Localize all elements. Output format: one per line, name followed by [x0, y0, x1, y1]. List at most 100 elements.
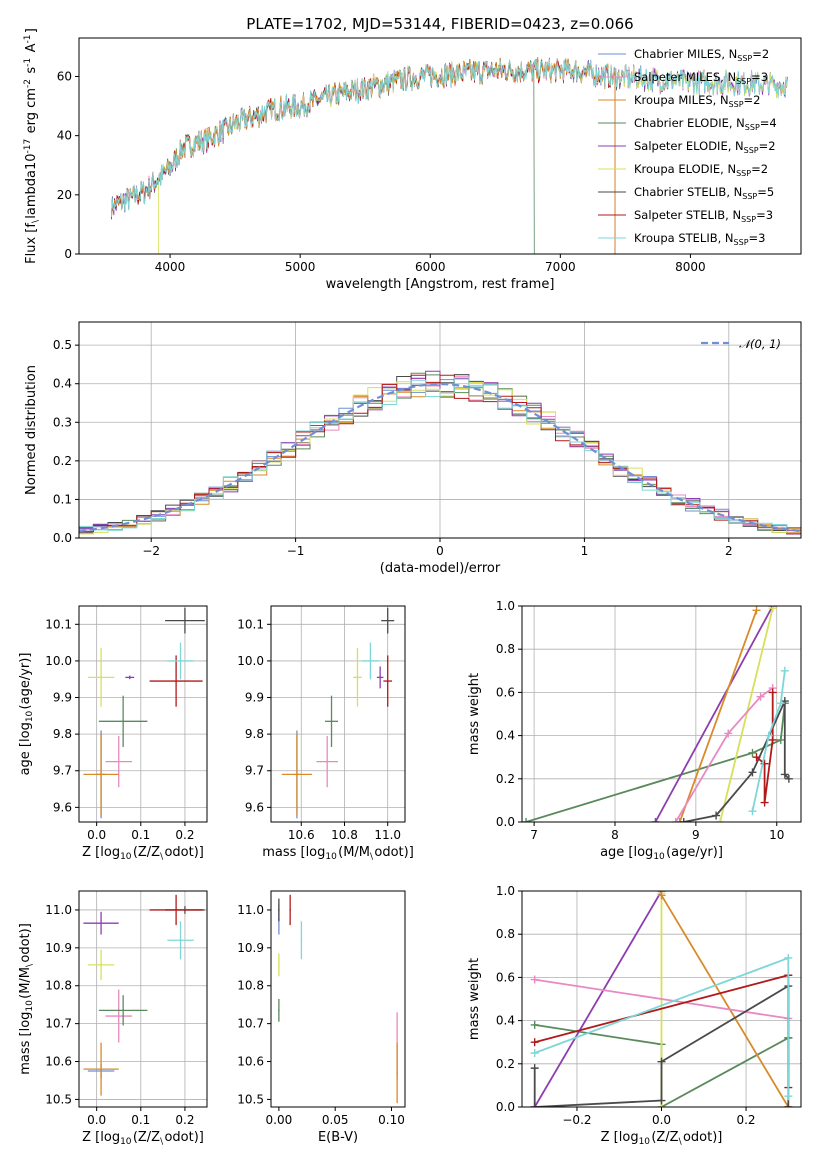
weight-marker	[530, 1049, 539, 1057]
y-tick-label: 0.6	[496, 685, 515, 699]
weight-marker	[752, 753, 761, 762]
weight-marker	[671, 818, 680, 822]
y-tick-label: 9.7	[245, 764, 264, 778]
weight-marker	[679, 818, 688, 822]
y-tick-label: 10.9	[45, 941, 72, 955]
y-tick-label: 0	[64, 247, 72, 261]
legend-entry: Kroupa MILES, NSSP=2	[634, 93, 760, 109]
y-tick-label: 9.7	[53, 764, 72, 778]
weight-marker	[530, 1020, 539, 1029]
x-tick-label: 0.2	[736, 1113, 755, 1127]
y-tick-label: 0.4	[496, 1014, 515, 1028]
y-tick-label: 10.6	[237, 1055, 264, 1069]
x-tick-label: 9	[692, 828, 700, 842]
x-axis-label: Z [log10 (Z/Z\ odot)]	[82, 1130, 204, 1147]
x-tick-label: 0.1	[131, 1113, 150, 1127]
data-point	[100, 922, 102, 925]
panel-weight_vs_age: 7 8 9 10 0.0 0.2 0.4 0.6 0.8 1.0 age [log10 (age/y…	[467, 599, 802, 862]
x-tick-label: 0.0	[87, 1113, 106, 1127]
y-tick-label: 9.6	[53, 800, 72, 814]
weight-marker	[768, 735, 777, 744]
weight-marker	[784, 1103, 793, 1107]
weight-marker	[651, 818, 660, 822]
y-tick-label: 9.8	[245, 727, 264, 741]
legend-entry-text: Salpeter STELIB, N	[634, 208, 741, 222]
y-tick-label: 11.0	[45, 903, 72, 917]
axes-frame	[270, 890, 406, 1108]
data-point	[386, 619, 389, 622]
weight-marker	[712, 811, 721, 820]
y-axis-label: Normed distribution	[24, 365, 39, 495]
weight-marker	[760, 798, 769, 807]
legend-entry: Salpeter STELIB, NSSP=3	[634, 208, 773, 224]
x-tick-label: 0.2	[175, 828, 194, 842]
data-point	[356, 676, 359, 679]
weight-marker	[768, 688, 777, 697]
data-point	[100, 773, 102, 776]
data-point	[184, 619, 186, 622]
histogram-8	[79, 377, 801, 536]
weight-marker	[657, 1096, 666, 1105]
x-tick-label: 0	[436, 544, 444, 558]
y-axis-label: mass weight	[467, 958, 482, 1040]
legend-entry: 𝒩(0, 1)	[739, 337, 781, 351]
panel-weight_vs_Z: −0.2 0.0 0.2 0.0 0.2 0.4 0.6 0.8 1.0 Z [log10 (Z/…	[467, 884, 802, 1147]
axes-frame	[78, 37, 802, 255]
legend-entry-text: Chabrier MILES, N	[634, 47, 737, 61]
legend-entry-text: Kroupa MILES, N	[634, 93, 729, 107]
weight-marker	[530, 1103, 539, 1107]
y-tick-label: 0.2	[496, 1057, 515, 1071]
y-tick-label: 0.0	[496, 815, 515, 829]
weight-marker	[522, 818, 531, 822]
axes-frame	[78, 890, 208, 1108]
weight-marker	[657, 891, 666, 900]
data-point	[300, 939, 303, 942]
x-axis-label: (data-model)/error	[380, 561, 501, 576]
data-point	[100, 1068, 102, 1070]
legend-entry-text: Kroupa STELIB, N	[634, 231, 734, 245]
data-point	[296, 773, 298, 776]
x-tick-label: 0.05	[322, 1113, 349, 1127]
normal-curve	[79, 382, 801, 533]
x-tick-label: 0.0	[652, 1113, 671, 1127]
y-tick-label: 10.5	[237, 1092, 264, 1106]
weight-marker	[530, 1038, 539, 1047]
legend-entry: Kroupa STELIB, NSSP=3	[634, 231, 765, 247]
y-tick-label: 10.7	[45, 1017, 72, 1031]
data-point	[100, 676, 102, 679]
weight-marker	[748, 768, 757, 777]
x-tick-label: 7000	[545, 260, 576, 274]
weight-line-4	[654, 606, 774, 822]
axes-frame	[521, 605, 802, 823]
weight-marker	[752, 606, 761, 615]
y-tick-label: 0.3	[53, 415, 72, 429]
legend-entry: Chabrier MILES, NSSP=2	[634, 47, 769, 63]
x-axis-label: wavelength [Angstrom, rest frame]	[326, 277, 555, 292]
data-point	[100, 964, 102, 966]
y-tick-label: 9.6	[245, 800, 264, 814]
x-tick-label: 0.1	[131, 828, 150, 842]
weight-marker	[748, 748, 757, 757]
weight-line-4	[533, 891, 663, 1107]
weight-marker	[748, 807, 757, 816]
x-tick-label: 6000	[415, 260, 446, 274]
y-tick-label: 40	[57, 129, 72, 143]
spectrum-line-2	[111, 56, 616, 254]
y-tick-label: 10.0	[45, 654, 72, 668]
x-tick-label: −2	[142, 544, 160, 558]
weight-marker	[780, 666, 789, 675]
data-point	[175, 680, 177, 682]
legend-entry: Salpeter ELODIE, NSSP=2	[634, 139, 776, 155]
weight-marker	[784, 1092, 793, 1101]
x-tick-label: 8000	[675, 260, 706, 274]
y-axis-label: age [log10 (age/yr)]	[18, 653, 35, 776]
data-point	[278, 964, 280, 966]
panel-spectrum: 4000 5000 6000 7000 8000 0 20 40 60 wavelength [A…	[23, 28, 802, 292]
weight-marker	[780, 770, 789, 779]
data-point	[128, 676, 131, 679]
y-tick-label: 0.4	[496, 729, 515, 743]
weight-marker	[764, 731, 773, 740]
data-point	[122, 1009, 124, 1012]
